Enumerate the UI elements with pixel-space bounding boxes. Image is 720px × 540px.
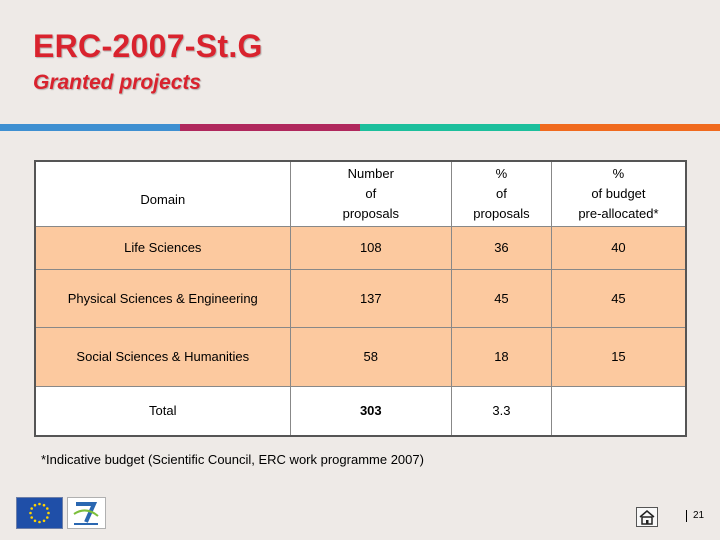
cell-pct-budget: 45 (550, 268, 687, 328)
footnote: *Indicative budget (Scientific Council, … (41, 452, 424, 467)
header-line: proposals (342, 205, 399, 221)
table-header-row: Domain Number of proposals % of proposal… (34, 160, 687, 227)
color-stripe-orange (540, 124, 720, 131)
cell-pct-proposals: 18 (451, 326, 552, 387)
eu-flag-logo-icon (16, 497, 63, 529)
cell-pct-budget (550, 385, 687, 437)
header-pct-of-proposals: % of proposals (451, 160, 552, 227)
slide-subtitle: Granted projects (33, 71, 202, 94)
header-line: Number (347, 165, 394, 181)
cell-pct-proposals: 36 (451, 225, 552, 270)
header-domain-label: Domain (140, 191, 186, 207)
cell-number: 58 (289, 326, 453, 387)
granted-projects-table-wrapper: Domain Number of proposals % of proposal… (34, 160, 687, 437)
header-line: % (495, 165, 508, 181)
home-button[interactable] (636, 507, 658, 527)
header-line: of (365, 185, 377, 201)
color-stripe-blue (0, 124, 180, 131)
cell-domain: Social Sciences & Humanities (34, 326, 291, 387)
header-line: of budget (591, 185, 646, 201)
color-stripe-magenta (180, 124, 360, 131)
header-line: proposals (473, 205, 530, 221)
page-number: 21 (686, 510, 704, 522)
cell-pct-budget: 15 (550, 326, 687, 387)
color-stripe-teal (360, 124, 540, 131)
table-row-life-sciences: Life Sciences 108 36 40 (34, 225, 687, 270)
cell-domain: Physical Sciences & Engineering (34, 268, 291, 328)
cell-number: 137 (289, 268, 453, 328)
cell-pct-proposals: 3.3 (451, 385, 552, 437)
home-icon (639, 510, 655, 525)
table-row-physical-sciences: Physical Sciences & Engineering 137 45 4… (34, 268, 687, 328)
table-row-total: Total 303 3.3 (34, 385, 687, 437)
cell-number: 303 (289, 385, 453, 437)
cell-domain: Total (34, 385, 291, 437)
table-row-social-sciences: Social Sciences & Humanities 58 18 15 (34, 326, 687, 387)
header-pct-of-budget: % of budget pre-allocated* (550, 160, 687, 227)
color-stripe (0, 124, 720, 131)
header-domain: Domain (34, 160, 291, 227)
header-number-of-proposals: Number of proposals (289, 160, 453, 227)
cell-number: 108 (289, 225, 453, 270)
fp7-logo-icon (67, 497, 106, 529)
cell-pct-budget: 40 (550, 225, 687, 270)
granted-projects-table: Domain Number of proposals % of proposal… (34, 160, 687, 437)
header-line: of (496, 185, 507, 201)
cell-domain: Life Sciences (34, 225, 291, 270)
cell-pct-proposals: 45 (451, 268, 552, 328)
header-line: % (612, 165, 625, 181)
header-line: pre-allocated* (578, 205, 659, 221)
slide-title: ERC-2007-St.G (33, 28, 263, 64)
